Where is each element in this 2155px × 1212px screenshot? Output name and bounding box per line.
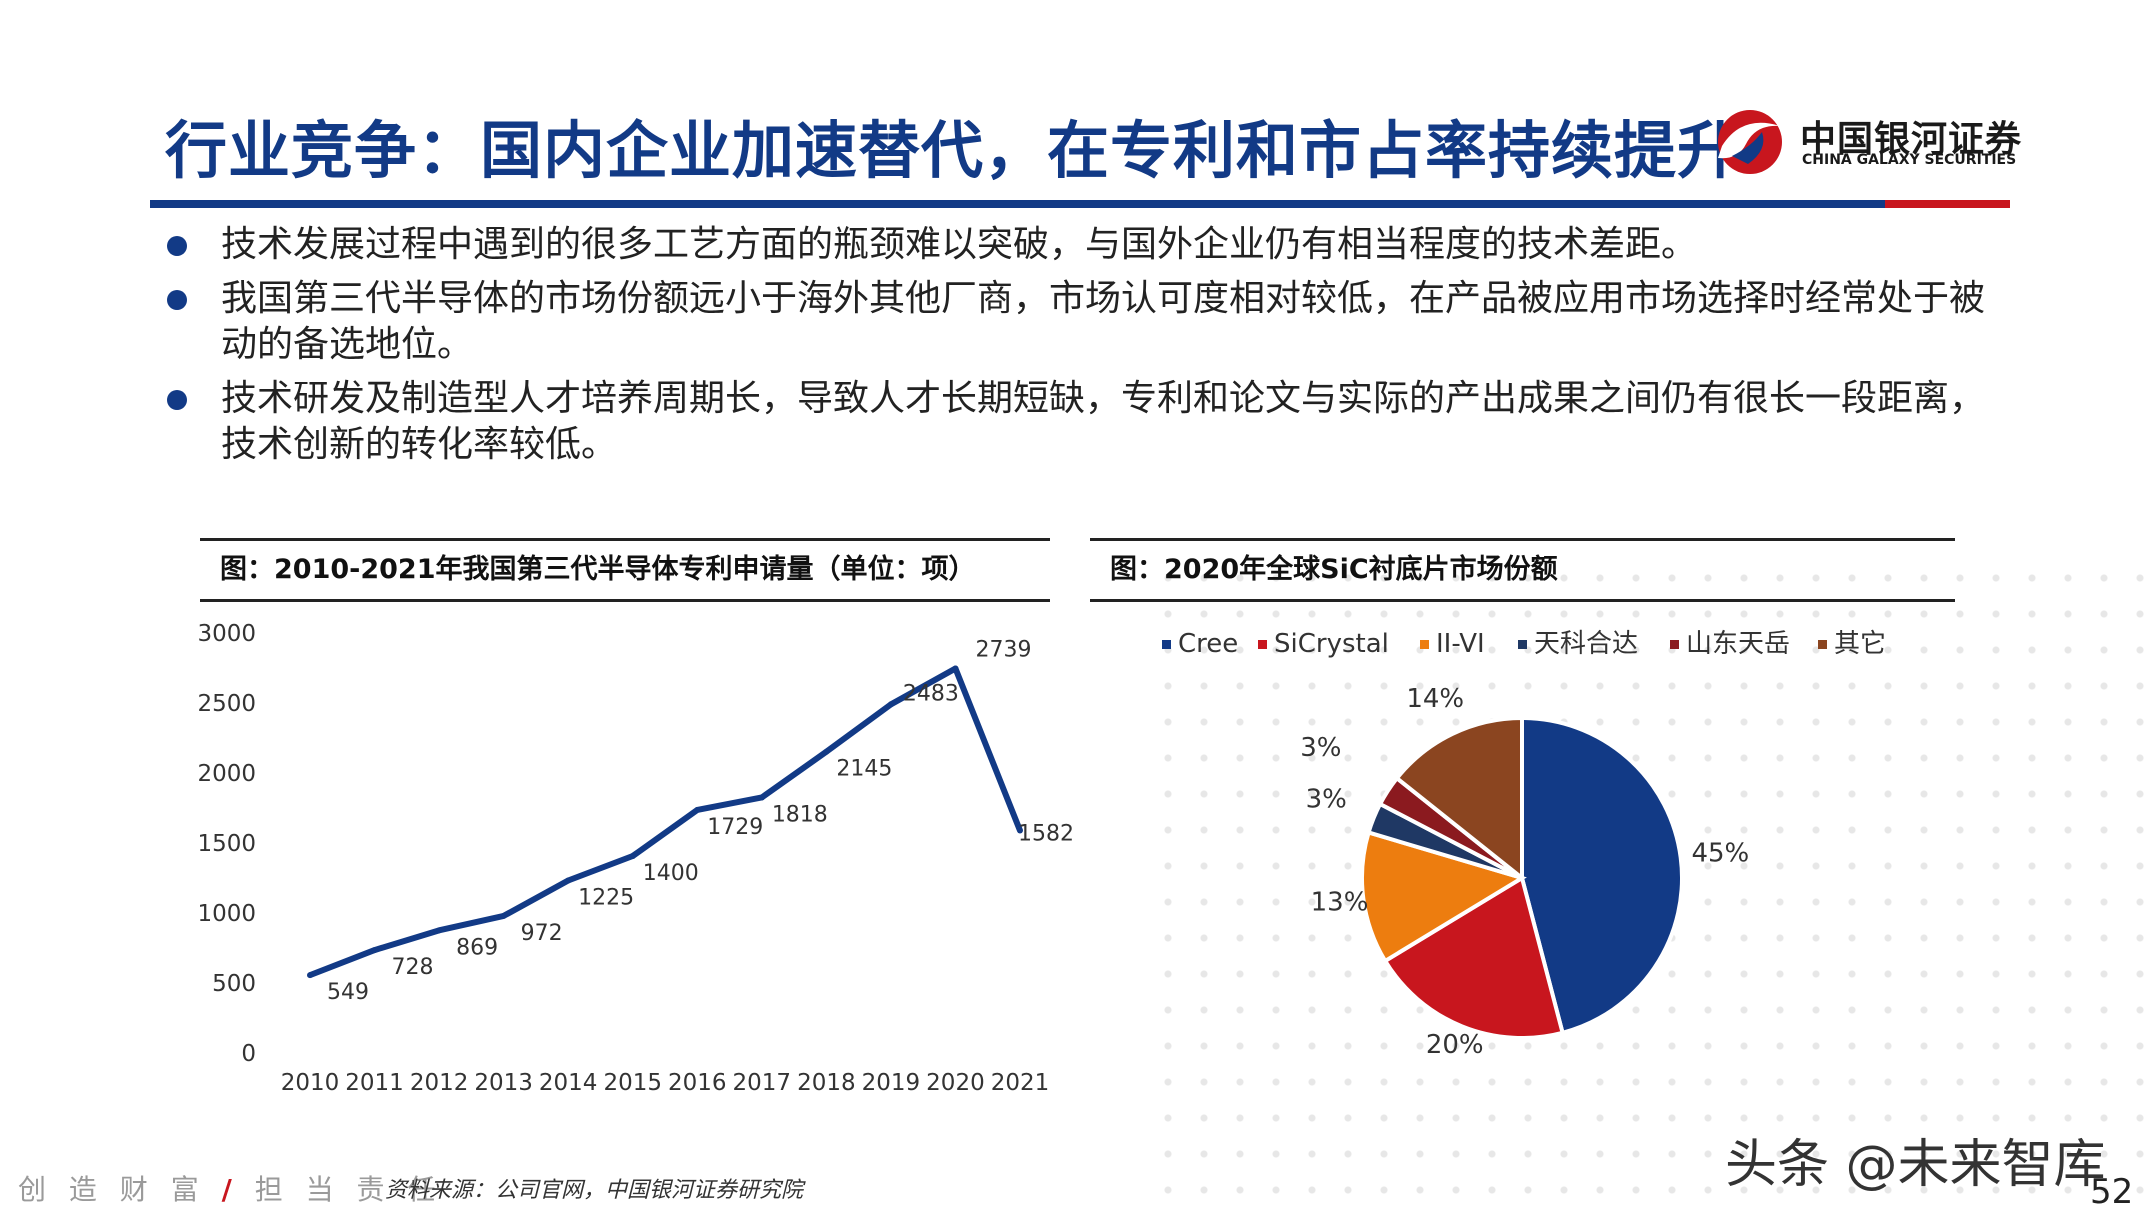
data-point (952, 665, 959, 672)
bullet-dot-icon (167, 236, 187, 256)
x-tick-label: 2012 (410, 1070, 469, 1096)
bullet-text: 我国第三代半导体的市场份额远小于海外其他厂商，市场认可度相对较低，在产品被应用市… (221, 278, 1986, 365)
y-tick-label: 2500 (197, 691, 256, 717)
footer-slogan-b: 担 当 责 任 (254, 1173, 443, 1206)
galaxy-logo-icon (1718, 110, 1782, 174)
footer-slash: / (221, 1173, 239, 1206)
y-tick-label: 3000 (197, 621, 256, 647)
legend-label: 其它 (1834, 629, 1886, 659)
x-tick-label: 2017 (733, 1070, 792, 1096)
data-label: 549 (327, 980, 369, 1005)
y-tick-label: 1000 (197, 901, 256, 927)
data-point (694, 806, 701, 813)
y-tick-label: 0 (241, 1041, 256, 1067)
x-tick-label: 2016 (668, 1070, 727, 1096)
pie-legend: Cree SiCrystal II-VI 天科合达 山东天岳 其它 (1162, 629, 1886, 659)
legend-swatch (1818, 640, 1827, 649)
bullet-list: 技术发展过程中遇到的很多工艺方面的瓶颈难以突破，与国外企业仍有相当程度的技术差距… (165, 222, 1995, 476)
bullet-dot-icon (167, 390, 187, 410)
x-tick-label: 2018 (797, 1070, 856, 1096)
data-point (758, 794, 765, 801)
legend-label: SiCrystal (1274, 629, 1389, 659)
bullet-item: 我国第三代半导体的市场份额远小于海外其他厂商，市场认可度相对较低，在产品被应用市… (165, 276, 1995, 368)
pie-data-label: 20% (1426, 1030, 1484, 1060)
data-point (1017, 827, 1023, 834)
x-tick-label: 2021 (991, 1070, 1050, 1096)
line-chart-title-bar: 图：2010-2021年我国第三代半导体专利申请量（单位：项） (200, 538, 1050, 602)
data-label: 2145 (836, 757, 892, 782)
y-tick-label: 500 (212, 971, 256, 997)
legend-label: 天科合达 (1534, 629, 1638, 659)
footer-slogan: 创 造 财 富 / 担 当 责 任 (18, 1168, 442, 1208)
legend-swatch (1162, 640, 1171, 649)
page-title: 行业竞争：国内企业加速替代，在专利和市占率持续提升 (165, 114, 1741, 187)
company-logo: 中国银河证券 CHINA GALAXY SECURITIES (1712, 106, 2021, 176)
pie-data-label: 3% (1306, 785, 1347, 815)
x-tick-label: 2011 (345, 1070, 404, 1096)
bullet-text: 技术研发及制造型人才培养周期长，导致人才长期短缺，专利和论文与实际的产出成果之间… (221, 378, 1986, 465)
title-rule-red (1885, 200, 2010, 208)
pie-slice (1382, 874, 1566, 1040)
data-point (565, 877, 572, 884)
x-tick-label: 2010 (281, 1070, 340, 1096)
pie-chart-title-bar: 图：2020年全球SiC衬底片市场份额 (1090, 538, 1955, 602)
data-point (371, 947, 378, 954)
x-tick-label: 2015 (603, 1070, 662, 1096)
bullet-dot-icon (167, 290, 187, 310)
data-label: 1818 (772, 802, 828, 827)
legend-label: 山东天岳 (1686, 629, 1790, 659)
pie-slice (1394, 715, 1524, 883)
legend-swatch (1420, 640, 1429, 649)
x-tick-label: 2013 (474, 1070, 533, 1096)
data-point (823, 748, 830, 755)
legend-label: Cree (1178, 629, 1238, 659)
data-label: 1729 (707, 815, 763, 840)
data-label: 972 (521, 921, 563, 946)
pie-data-label: 3% (1300, 733, 1341, 763)
pie-slice (1360, 829, 1527, 964)
data-point (629, 853, 636, 859)
data-label: 869 (456, 935, 498, 960)
bullet-item: 技术研发及制造型人才培养周期长，导致人才长期短缺，专利和论文与实际的产出成果之间… (165, 376, 1995, 468)
series-line (308, 665, 1023, 978)
legend-swatch (1670, 640, 1679, 649)
pie-chart-title: 图：2020年全球SiC衬底片市场份额 (1110, 554, 1558, 585)
watermark: 头条 @未来智库 (1725, 1135, 2106, 1195)
legend-swatch (1258, 640, 1267, 649)
bullet-text: 技术发展过程中遇到的很多工艺方面的瓶颈难以突破，与国外企业仍有相当程度的技术差距… (221, 224, 1698, 265)
source-note: 资料来源：公司官网，中国银河证券研究院 (385, 1178, 804, 1203)
data-point (436, 927, 443, 934)
pie-slice (1520, 715, 1684, 1036)
patent-line-chart: 0 500 1000 1500 2000 2500 3000 2010 2011 2012 2013… (197, 621, 1074, 1096)
data-point (500, 912, 507, 919)
page-number: 52 (2090, 1172, 2134, 1212)
legend-label: II-VI (1436, 629, 1485, 659)
logo-cn-text: 中国银河证券 (1800, 119, 2023, 160)
data-label: 2483 (903, 681, 959, 706)
pie-data-label: 13% (1311, 888, 1369, 918)
data-label: 2739 (975, 638, 1031, 663)
x-tick-label: 2020 (926, 1070, 985, 1096)
data-point (887, 701, 894, 708)
sic-share-pie-chart: 45% 20% 13% 3% 3% 14% (1300, 684, 1749, 1060)
line-chart-title: 图：2010-2021年我国第三代半导体专利申请量（单位：项） (220, 554, 976, 585)
bullet-item: 技术发展过程中遇到的很多工艺方面的瓶颈难以突破，与国外企业仍有相当程度的技术差距… (165, 222, 1995, 268)
data-label: 1225 (578, 886, 634, 911)
y-tick-label: 1500 (197, 831, 256, 857)
y-tick-label: 2000 (197, 761, 256, 787)
pie-data-label: 14% (1406, 684, 1464, 714)
title-rule-blue (150, 200, 1885, 208)
data-label: 1400 (643, 861, 699, 886)
legend-swatch (1518, 640, 1527, 649)
data-label: 728 (392, 955, 434, 980)
data-point (307, 972, 313, 979)
logo-en-text: CHINA GALAXY SECURITIES (1802, 152, 2017, 168)
pie-data-label: 45% (1691, 838, 1749, 868)
footer-slogan-a: 创 造 财 富 (18, 1173, 206, 1206)
data-label: 1582 (1018, 822, 1074, 847)
x-tick-label: 2019 (862, 1070, 921, 1096)
x-tick-label: 2014 (539, 1070, 598, 1096)
